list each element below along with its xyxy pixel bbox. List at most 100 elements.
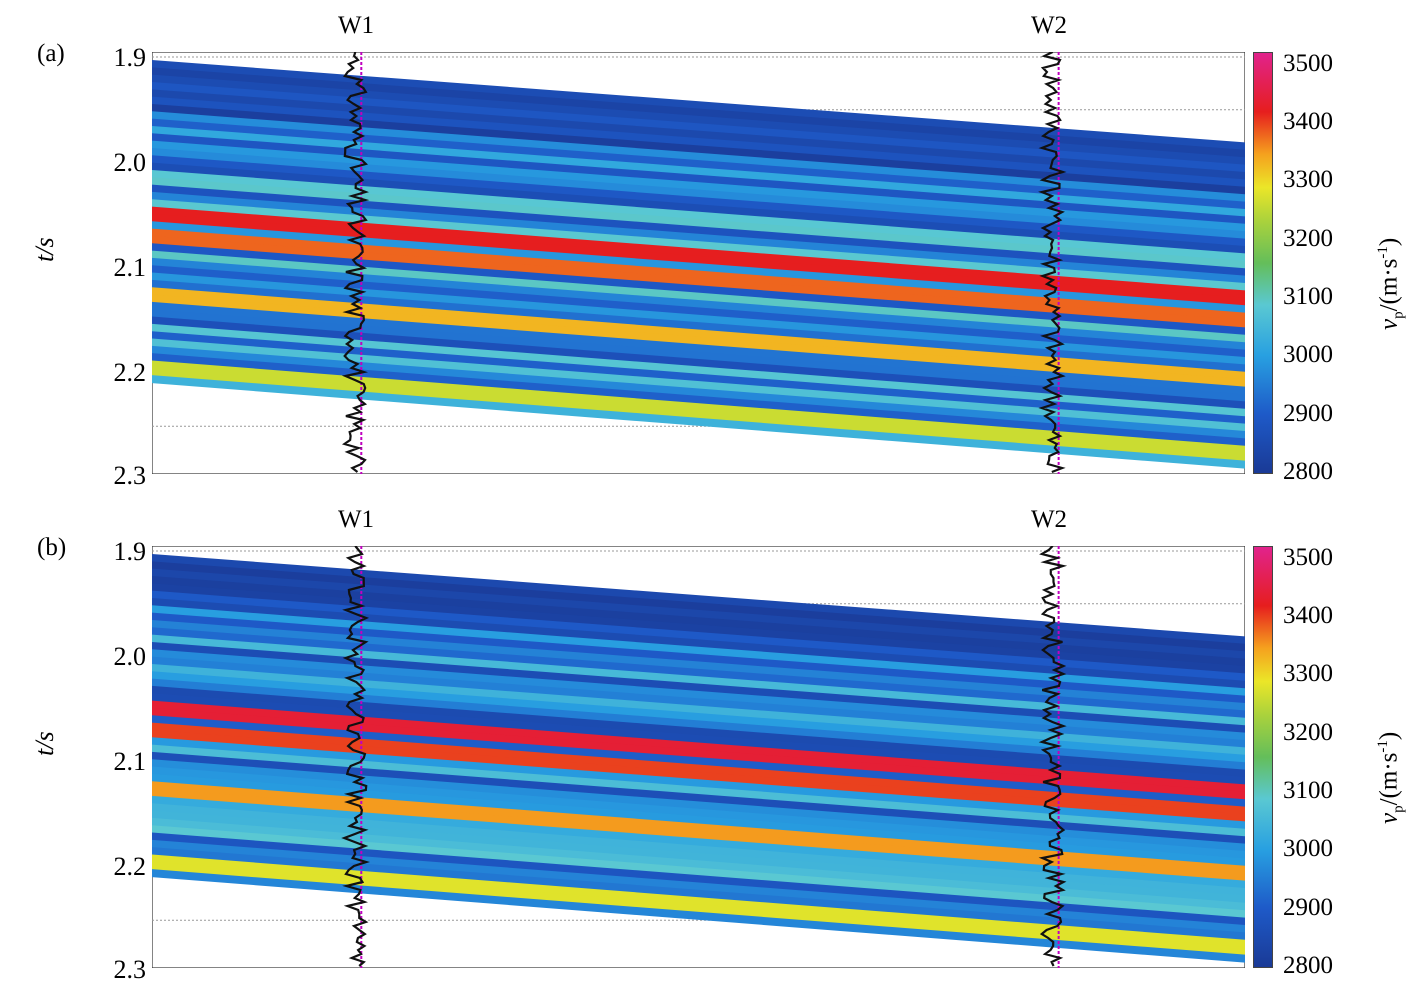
velocity-layer xyxy=(152,795,1245,889)
velocity-layer xyxy=(152,74,1245,166)
velocity-layer xyxy=(152,111,1245,203)
velocity-layer xyxy=(152,803,1245,896)
velocity-layer xyxy=(152,125,1245,217)
velocity-layer xyxy=(152,678,1245,771)
velocity-layer xyxy=(152,301,1245,395)
y-tick-label: 1.9 xyxy=(113,537,147,566)
velocity-layer xyxy=(152,147,1245,240)
velocity-layer xyxy=(152,243,1245,336)
velocity-layer xyxy=(152,773,1245,867)
colorbar-tick-label: 3200 xyxy=(1283,224,1333,252)
colorbar-label-sub: p xyxy=(1390,805,1407,813)
velocity-layers xyxy=(152,60,1245,469)
colorbar-tick-label: 2800 xyxy=(1283,458,1333,485)
velocity-layer xyxy=(152,817,1245,911)
colorbar-label-unit: /(m·s xyxy=(1375,752,1403,806)
velocity-layer xyxy=(152,722,1245,815)
panel-label: (b) xyxy=(37,534,67,561)
velocity-layer xyxy=(152,781,1245,874)
colorbar-tick-label: 3500 xyxy=(1283,543,1333,571)
y-tick-label: 2.0 xyxy=(113,642,147,671)
velocity-layer xyxy=(152,612,1245,704)
velocity-layer xyxy=(152,96,1245,188)
velocity-layer xyxy=(152,345,1245,439)
velocity-layer xyxy=(152,265,1245,358)
velocity-layer xyxy=(152,810,1245,904)
velocity-layer xyxy=(152,554,1245,645)
velocity-layer xyxy=(152,707,1245,800)
velocity-layer xyxy=(152,360,1245,454)
colorbar-tick-label: 3200 xyxy=(1283,718,1333,746)
velocity-layer xyxy=(152,213,1245,306)
colorbar-label: vp/(m·s-1) xyxy=(1375,238,1407,330)
well-label-w1: W1 xyxy=(337,12,375,39)
well-log-trace xyxy=(341,546,370,967)
panel-a: (a) t/s 1.9 2.0 2.1 2.2 2.3 W1 W2 3500 34… xyxy=(0,0,1417,492)
velocity-layer xyxy=(152,331,1245,425)
velocity-layer xyxy=(152,788,1245,882)
colorbar-label-var: v xyxy=(1375,318,1403,330)
y-tick-label: 2.2 xyxy=(113,358,147,387)
velocity-layer xyxy=(152,832,1245,926)
velocity-section-plot xyxy=(152,546,1245,968)
velocity-layer xyxy=(152,191,1245,284)
colorbar-tick-label: 3100 xyxy=(1283,777,1333,804)
colorbar-tick-label: 3000 xyxy=(1283,341,1333,369)
colorbar-tick-label: 3000 xyxy=(1283,835,1333,863)
colorbar-fill xyxy=(1254,53,1272,473)
velocity-layer xyxy=(152,353,1245,447)
velocity-layer xyxy=(152,568,1245,660)
well-log-trace xyxy=(1038,546,1068,967)
y-tick-label: 2.3 xyxy=(113,955,147,984)
velocity-layer xyxy=(152,715,1245,808)
velocity-layer xyxy=(152,583,1245,674)
colorbar-tick-label: 3100 xyxy=(1283,283,1333,310)
velocity-layer xyxy=(152,375,1245,469)
velocity-layer xyxy=(152,228,1245,321)
velocity-layer xyxy=(152,825,1245,919)
velocity-layer xyxy=(152,235,1245,328)
velocity-layer xyxy=(152,184,1245,277)
colorbar-label-sup: -1 xyxy=(1375,740,1391,753)
velocity-layer xyxy=(152,854,1245,948)
velocity-layer xyxy=(152,221,1245,314)
velocity-layer xyxy=(152,177,1245,269)
colorbar-tick-label: 3400 xyxy=(1283,602,1333,629)
velocity-layer xyxy=(152,81,1245,173)
y-tick-label: 2.3 xyxy=(113,461,147,490)
velocity-layer xyxy=(152,67,1245,158)
colorbar-gradient xyxy=(1254,547,1272,967)
y-tick-label: 2.0 xyxy=(113,148,147,177)
colorbar xyxy=(1253,52,1273,474)
colorbar-label-sup: -1 xyxy=(1375,246,1391,259)
colorbar-label: vp/(m·s-1) xyxy=(1375,732,1407,824)
velocity-layer xyxy=(152,250,1245,343)
velocity-layer xyxy=(152,656,1245,748)
velocity-layer xyxy=(152,693,1245,785)
y-tick-label: 2.1 xyxy=(113,253,147,282)
velocity-layer xyxy=(152,155,1245,247)
velocity-layer xyxy=(152,663,1245,756)
velocity-layer xyxy=(152,206,1245,299)
colorbar-label-sub: p xyxy=(1390,311,1407,319)
velocity-layer xyxy=(152,561,1245,652)
y-axis-label: t/s xyxy=(30,731,59,756)
y-axis-label: t/s xyxy=(30,237,59,262)
colorbar xyxy=(1253,546,1273,968)
y-tick-label: 2.1 xyxy=(113,747,147,776)
velocity-layer xyxy=(152,869,1245,963)
velocity-layer xyxy=(152,634,1245,726)
velocity-layer xyxy=(152,103,1245,195)
well-label-w2: W2 xyxy=(1030,12,1068,39)
colorbar-tick-label: 2900 xyxy=(1283,893,1333,921)
velocity-layer xyxy=(152,294,1245,388)
panel-label: (a) xyxy=(37,40,65,67)
colorbar-tick-label: 3500 xyxy=(1283,49,1333,77)
velocity-layer xyxy=(152,316,1245,410)
velocity-layer xyxy=(152,671,1245,763)
velocity-layer xyxy=(152,590,1245,682)
velocity-layer xyxy=(152,605,1245,697)
velocity-layer xyxy=(152,861,1245,956)
velocity-layer xyxy=(152,641,1245,734)
velocity-layer xyxy=(152,597,1245,689)
